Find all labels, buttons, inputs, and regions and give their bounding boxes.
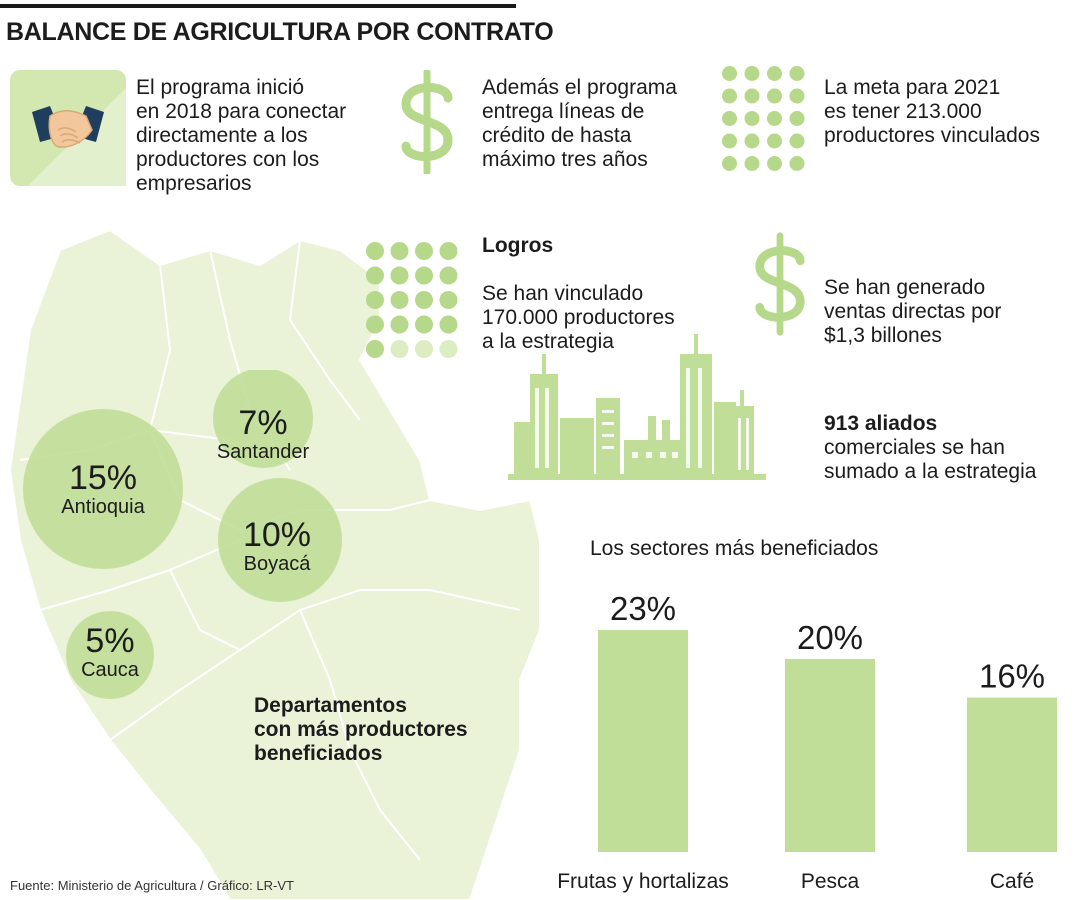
handshake-icon — [10, 70, 126, 186]
logros-allies-text: comerciales se han sumado a la estrategi… — [824, 436, 1037, 483]
cauca-pct: 5% — [85, 622, 135, 660]
person-dot — [722, 88, 737, 104]
person-dot — [439, 266, 458, 285]
category-label: Frutas y hortalizas — [557, 870, 729, 893]
logros-sales-text: Se han generado ventas directas por $1,3… — [824, 276, 1002, 347]
bubble-boyaca — [218, 478, 342, 602]
page-title: BALANCE DE AGRICULTURA POR CONTRATO — [6, 18, 554, 46]
fact-credit-text: Además el programa entrega líneas de cré… — [482, 76, 677, 171]
bar-1 — [785, 658, 875, 852]
label-boyaca: 10% Boyacá — [217, 517, 337, 575]
person-dot — [366, 242, 384, 260]
source-note: Fuente: Ministerio de Agricultura / Gráf… — [10, 878, 294, 893]
person-dot — [366, 340, 384, 358]
boyaca-name: Boyacá — [243, 553, 311, 575]
person-dot — [767, 111, 782, 126]
person-dot — [390, 291, 409, 309]
cauca-name: Cauca — [81, 659, 139, 681]
person-dot — [767, 133, 782, 149]
person-dot — [366, 291, 384, 309]
bar-2 — [967, 697, 1057, 852]
person-dot — [390, 340, 409, 358]
bubble-cauca — [66, 611, 154, 699]
bubble-santander — [213, 370, 313, 468]
person-dot — [789, 66, 805, 81]
person-dot — [789, 156, 805, 171]
fact-start-text: El programa inició en 2018 para conectar… — [136, 76, 347, 195]
dollar-icon — [401, 70, 453, 174]
person-dot — [744, 66, 760, 81]
category-label: Café — [990, 870, 1034, 893]
antioquia-pct: 15% — [68, 459, 138, 497]
chart-title: Los sectores más beneficiados — [590, 537, 878, 560]
person-dot — [415, 291, 433, 309]
person-dot — [722, 156, 737, 171]
category-label: Pesca — [801, 870, 860, 893]
logros-linked-text: Se han vinculado 170.000 productores a l… — [482, 282, 675, 353]
logros-heading: Logros — [482, 234, 554, 257]
person-dot — [789, 133, 805, 149]
person-dot — [439, 340, 458, 358]
person-dot — [789, 88, 805, 104]
person-dot — [439, 291, 458, 309]
person-dot — [744, 133, 760, 149]
label-antioquia: 15% Antioquia — [43, 460, 163, 518]
person-dot — [390, 242, 409, 260]
person-dot — [415, 340, 433, 358]
dollar-icon-sales — [755, 232, 805, 336]
bar-value-label: 20% — [797, 619, 863, 656]
person-dot — [390, 315, 409, 334]
person-dot — [366, 266, 384, 285]
city-skyline-icon — [508, 334, 766, 480]
person-dot — [390, 266, 409, 285]
person-dot — [744, 88, 760, 104]
person-dot — [415, 315, 433, 334]
top-rule — [0, 4, 516, 8]
person-dot — [767, 66, 782, 81]
people-dot-grid-goal — [722, 66, 805, 171]
fact-goal-text: La meta para 2021 es tener 213.000 produ… — [824, 76, 1040, 147]
person-dot — [366, 315, 384, 334]
person-dot — [767, 88, 782, 104]
person-dot — [415, 266, 433, 285]
person-dot — [722, 66, 737, 81]
sectors-bar-chart: Los sectores más beneficiados 23% Frutas … — [557, 537, 1057, 893]
person-dot — [439, 315, 458, 334]
person-dot — [767, 156, 782, 171]
person-dot — [722, 133, 737, 149]
bar-0 — [598, 630, 688, 852]
label-cauca: 5% Cauca — [50, 623, 170, 681]
label-santander: 7% Santander — [203, 405, 323, 463]
department-bubbles — [23, 370, 342, 699]
antioquia-name: Antioquia — [61, 496, 145, 518]
person-dot — [415, 242, 433, 260]
bar-value-label: 23% — [610, 590, 676, 627]
santander-pct: 7% — [238, 404, 288, 442]
person-dot — [744, 111, 760, 126]
person-dot — [439, 242, 458, 260]
person-dot — [744, 156, 760, 171]
map-caption: Departamentos con más productores benefi… — [254, 694, 468, 765]
bar-value-label: 16% — [979, 658, 1045, 695]
bubble-antioquia — [23, 409, 183, 569]
person-dot — [789, 111, 805, 126]
santander-name: Santander — [216, 441, 310, 463]
person-dot — [722, 111, 737, 126]
people-dot-grid-logros — [366, 242, 458, 358]
boyaca-pct: 10% — [242, 516, 312, 554]
logros-allies-bold: 913 aliados — [824, 412, 938, 435]
